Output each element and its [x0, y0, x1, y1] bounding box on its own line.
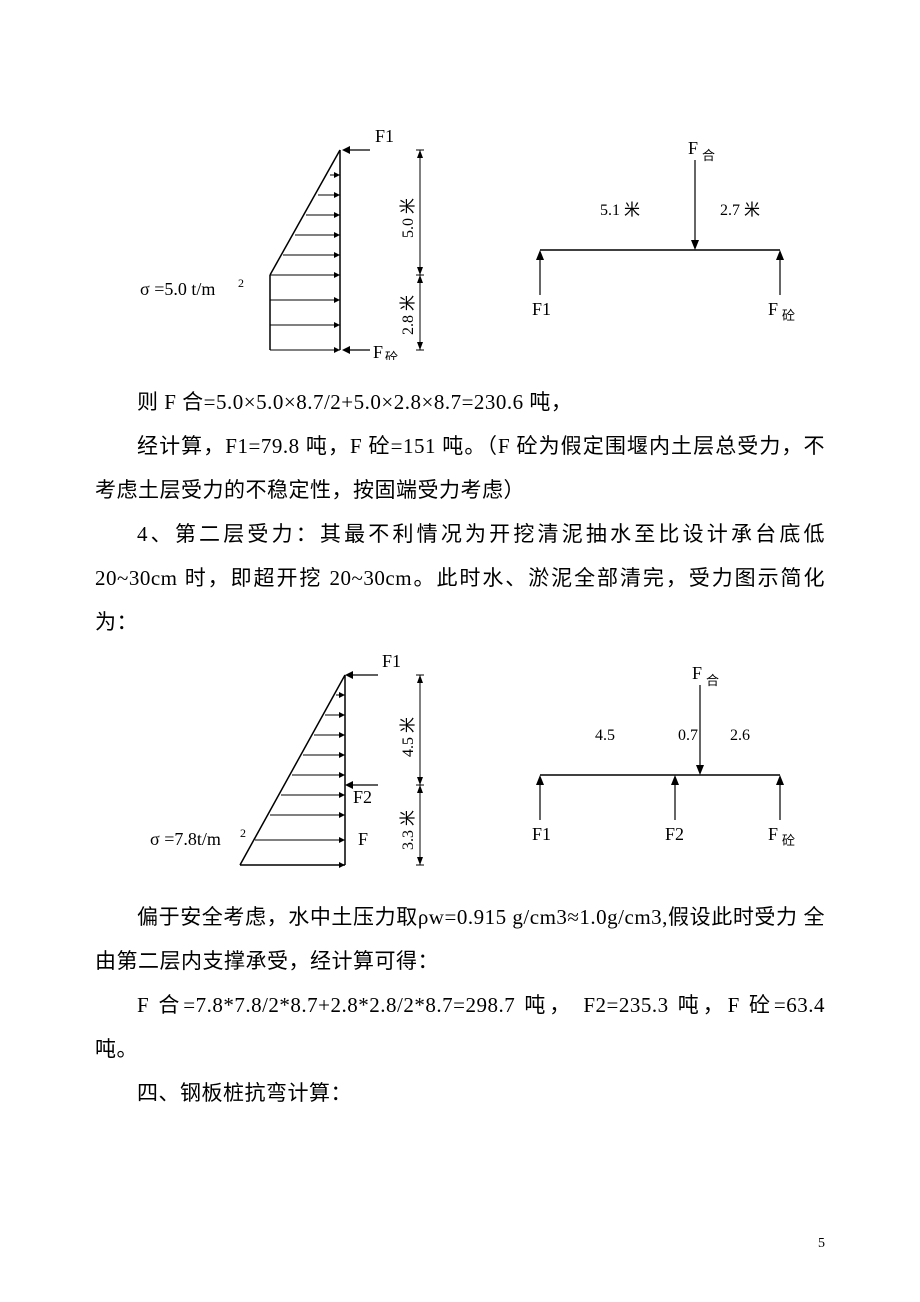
d2b-F2: F2	[665, 824, 684, 844]
d1b-rdim: 2.7 米	[720, 201, 760, 219]
d1b-F1: F1	[532, 299, 551, 319]
d1-F1-label: F1	[375, 126, 394, 146]
diagram1-pressure: F1 F 砼 5.0 米 2.8 米 σ =5.0 t/m 2	[120, 120, 460, 360]
d2-F: F	[358, 829, 368, 849]
d2b-d1: 4.5	[595, 727, 615, 744]
d2b-Fc-sub: 砼	[782, 833, 795, 848]
arrows2	[240, 692, 345, 868]
page-number: 5	[818, 1236, 825, 1252]
para3: 4、第二层受力：其最不利情况为开挖清泥抽水至比设计承台底低 20~30cm 时，…	[95, 512, 825, 644]
d2-seg1: 4.5 米	[399, 717, 417, 757]
d2b-d3: 2.6	[730, 727, 750, 744]
para6: 四、钢板桩抗弯计算：	[95, 1071, 825, 1115]
d1b-Fc-sub: 砼	[782, 308, 795, 323]
d2b-F1: F1	[532, 824, 551, 844]
para2: 经计算，F1=79.8 吨，F 砼=151 吨。（F 砼为假定围堰内土层总受力，…	[95, 424, 825, 512]
para4: 偏于安全考虑，水中土压力取ρw=0.915 g/cm3≈1.0g/cm3,假设此…	[95, 895, 825, 983]
d2-sigma: σ =7.8t/m	[150, 829, 221, 849]
d1-sigma: σ =5.0 t/m	[140, 279, 215, 299]
d2b-Fh: F	[692, 663, 702, 683]
diagram2-row: F1 F2 F 4.5 米 3.3 米 σ =7.8t/m 2	[95, 645, 825, 875]
d2-F1: F1	[382, 651, 401, 671]
para1: 则 F 合=5.0×5.0×8.7/2+5.0×2.8×8.7=230.6 吨，	[95, 380, 825, 424]
d2b-Fc: F	[768, 824, 778, 844]
d1b-Fh-sub: 合	[702, 148, 715, 163]
diagram1-row: F1 F 砼 5.0 米 2.8 米 σ =5.0 t/m 2	[95, 120, 825, 360]
d1b-Fh: F	[688, 138, 698, 158]
d1-seg1: 5.0 米	[399, 198, 417, 238]
d2-seg2: 3.3 米	[399, 810, 417, 850]
d2b-d2: 0.7	[678, 727, 698, 744]
arrows	[270, 172, 340, 353]
d1b-Fc: F	[768, 299, 778, 319]
d1-sigma-sup: 2	[238, 276, 244, 290]
para5: F 合=7.8*7.8/2*8.7+2.8*2.8/2*8.7=298.7 吨，…	[95, 983, 825, 1071]
d2-F2: F2	[353, 787, 372, 807]
d2-sigma-sup: 2	[240, 826, 246, 840]
d1-seg2: 2.8 米	[399, 295, 417, 335]
diagram2-pressure: F1 F2 F 4.5 米 3.3 米 σ =7.8t/m 2	[120, 645, 460, 875]
diagram1-beam: F 合 5.1 米 2.7 米 F1 F 砼	[520, 120, 800, 360]
d1-Fc1-sub: 砼	[385, 350, 398, 360]
page: F1 F 砼 5.0 米 2.8 米 σ =5.0 t/m 2	[0, 0, 920, 1302]
d1-Fc1: F	[373, 342, 383, 360]
d2b-Fh-sub: 合	[706, 673, 719, 688]
d1b-ldim: 5.1 米	[600, 201, 640, 219]
diagram2-beam: F 合 4.5 0.7 2.6 F1 F2 F 砼	[520, 645, 800, 875]
